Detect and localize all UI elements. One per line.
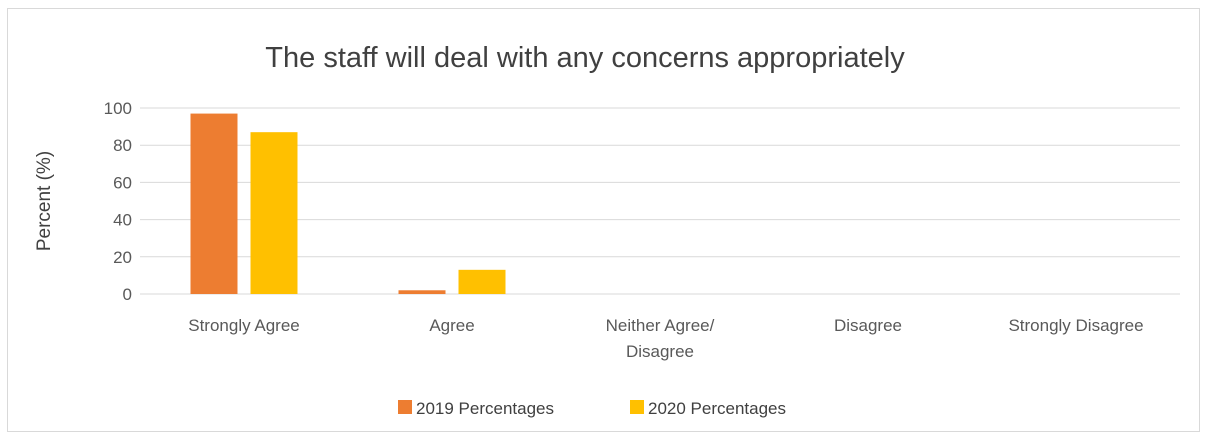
legend-swatch: [630, 400, 644, 414]
x-tick-label: Strongly Agree: [188, 316, 300, 335]
y-tick-label: 60: [113, 173, 132, 192]
y-tick-labels: 0 20 40 60 80 100: [104, 99, 132, 304]
x-tick-label: Disagree: [834, 316, 902, 335]
legend-label: 2020 Percentages: [648, 399, 786, 418]
y-tick-label: 0: [123, 285, 132, 304]
gridlines: [140, 107, 1180, 295]
chart-title: The staff will deal with any concerns ap…: [265, 42, 905, 74]
bar: [398, 290, 446, 294]
x-tick-labels: Strongly Agree Agree Neither Agree/Disagre…: [188, 316, 1143, 361]
y-tick-label: 80: [113, 136, 132, 155]
bar: [250, 132, 298, 294]
legend-label: 2019 Percentages: [416, 399, 554, 418]
bar: [190, 113, 238, 294]
x-tick-label: Agree: [429, 316, 474, 335]
y-tick-label: 100: [104, 99, 132, 118]
legend-swatch: [398, 400, 412, 414]
y-tick-label: 40: [113, 211, 132, 230]
x-tick-label: Neither Agree/: [606, 316, 715, 335]
legend: 2019 Percentages 2020 Percentages: [398, 399, 786, 418]
bars: [190, 113, 506, 294]
x-tick-label: Strongly Disagree: [1008, 316, 1143, 335]
y-tick-label: 20: [113, 248, 132, 267]
x-tick-label: Disagree: [626, 342, 694, 361]
bar: [458, 269, 506, 294]
y-axis-title: Percent (%): [34, 151, 55, 251]
